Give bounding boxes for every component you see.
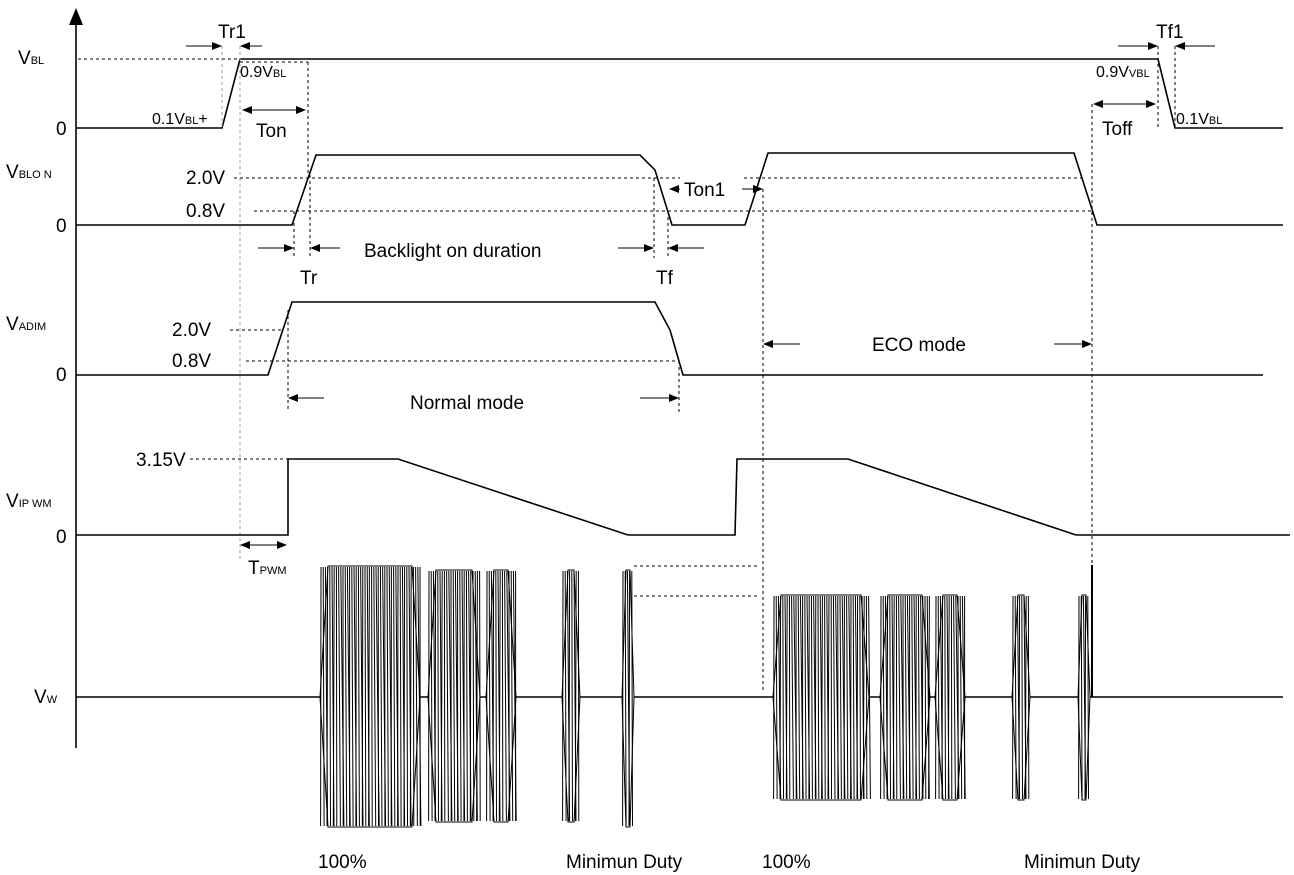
- signal-vbl-label: VBL: [18, 48, 44, 69]
- pwm-burst-eco-2: [879, 594, 931, 801]
- vbl-10pct-off-label: 0.1VBL: [1176, 111, 1222, 128]
- pwm-burst-eco-1: [772, 594, 871, 801]
- min-duty-normal-label: Minimun Duty: [566, 852, 683, 873]
- vipwm-waveform: [76, 458, 1290, 536]
- tr-label: Tr: [300, 268, 318, 289]
- vbl-waveform: [76, 58, 1283, 129]
- vipwm-315v-label: 3.15V: [136, 450, 186, 471]
- zero-vblon: 0: [56, 216, 67, 237]
- pwm-burst-normal-2: [427, 569, 481, 823]
- tf-label: Tf: [656, 268, 674, 289]
- vblon-08v-label: 0.8V: [186, 201, 225, 222]
- vadim-2v-label: 2.0V: [172, 320, 211, 341]
- duty-100-normal-label: 100%: [318, 852, 367, 873]
- vbl-90pct-off-label: 0.9VVBL: [1096, 64, 1150, 81]
- vbl-10pct-label: 0.1VBL+: [152, 111, 208, 128]
- pwm-burst-normal-3: [485, 569, 517, 823]
- tf1-label: Tf1: [1156, 22, 1183, 43]
- pwm-burst-eco-5: [1077, 594, 1091, 801]
- signal-vipwm-label: VIP WM: [6, 491, 51, 512]
- pwm-burst-eco-4: [1011, 594, 1031, 801]
- zero-vbl: 0: [56, 119, 67, 140]
- ton-label: Ton: [256, 121, 287, 142]
- axis-arrow: [69, 8, 83, 25]
- ton1-label: Ton1: [684, 180, 725, 201]
- vadim-08v-label: 0.8V: [172, 351, 211, 372]
- vbl-90pct-label: 0.9VBL: [240, 64, 286, 81]
- normal-mode-label: Normal mode: [410, 393, 524, 414]
- signal-vadim-label: VADIM: [6, 314, 46, 335]
- tpwm-label: TPWM: [248, 558, 287, 579]
- zero-vipwm: 0: [56, 527, 67, 548]
- backlight-on-duration-label: Backlight on duration: [364, 241, 541, 262]
- pwm-burst-eco-3: [934, 594, 966, 801]
- eco-mode-label: ECO mode: [872, 335, 966, 356]
- duty-100-eco-label: 100%: [762, 852, 811, 873]
- pwm-burst-normal-1: [319, 565, 422, 828]
- vadim-waveform: [76, 301, 1263, 376]
- tr1-label: Tr1: [218, 22, 246, 43]
- zero-vadim: 0: [56, 365, 67, 386]
- pwm-burst-normal-4: [561, 569, 581, 823]
- pwm-burst-normal-5: [621, 569, 635, 828]
- signal-vw-label: VW: [34, 687, 58, 708]
- signal-vblon-label: VBLO N: [6, 162, 52, 183]
- pwm-burst-group: [319, 565, 1093, 828]
- min-duty-eco-label: Minimun Duty: [1024, 852, 1141, 873]
- vblon-2v-label: 2.0V: [186, 168, 225, 189]
- toff-label: Toff: [1102, 119, 1133, 140]
